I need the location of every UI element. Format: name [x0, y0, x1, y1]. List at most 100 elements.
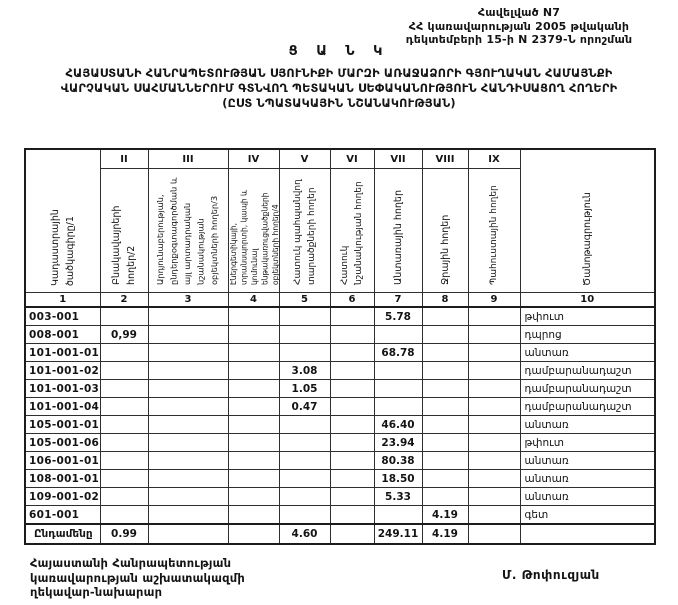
value-cell-col4: [227, 415, 280, 434]
value-cell-col2: [99, 415, 149, 434]
value-cell-col8: [421, 306, 469, 326]
value-cell-col2: [99, 361, 149, 380]
table-row: 601-001 4.19 գետ: [24, 505, 656, 525]
roman-numeral-V: V: [278, 148, 331, 169]
value-cell-col4: [227, 361, 280, 380]
header-cell-col2: Բնակավայրերի հողեր/2: [99, 168, 149, 293]
footer-line-1: Հայաստանի Հանրապետության: [30, 556, 232, 570]
value-cell-col5: 1.05: [278, 379, 331, 398]
value-cell-col2: [99, 451, 149, 470]
value-cell-col8: [421, 487, 469, 506]
value-cell-col9: [467, 415, 521, 434]
footer-line-2: կառավարության աշխատակազմի: [30, 570, 245, 585]
value-cell-col3: [147, 415, 229, 434]
cadastral-code-cell: 108-001-01: [24, 469, 101, 488]
column-number-3: 3: [147, 292, 229, 308]
value-cell-col8: [421, 469, 469, 488]
value-cell-col5: [278, 433, 331, 452]
header-cell-col5: Հատուկ պահպանվող տարածքների հողեր: [278, 168, 331, 293]
value-cell-col7: 46.40: [373, 415, 423, 434]
rotated-header-col7: Անտառային հողեր: [392, 190, 404, 285]
note-cell: անտառ: [519, 415, 656, 434]
value-cell-col6: [329, 505, 375, 525]
value-cell-col8: 4.19: [421, 505, 469, 525]
value-cell-col7: [373, 361, 423, 380]
header-cell-cadastral-code: Կադաստրային ծածկագիրը/1: [24, 148, 101, 293]
roman-numeral-VIII: VIII: [421, 148, 469, 169]
value-cell-col2: [99, 306, 149, 326]
footer-line-3: ղեկավար-նախարար: [30, 585, 163, 599]
header-cell-col6: Հատուկ նշանակության հողեր: [329, 168, 375, 293]
value-cell-col9: [467, 469, 521, 488]
value-cell-col2: 0,99: [99, 325, 149, 344]
note-cell: դամբարանադաշտ: [519, 379, 656, 398]
value-cell-col6: [329, 397, 375, 416]
rotated-header-col4: Էներգետիկայի, տրանսպորտի, կապի և կոմունա…: [228, 189, 279, 285]
note-cell: թփուտ: [519, 433, 656, 452]
value-cell-col9: [467, 505, 521, 525]
table-row: 101-001-01 68.78 անտառ: [24, 343, 656, 362]
value-cell-col4: [227, 505, 280, 525]
value-cell-col4: [227, 469, 280, 488]
value-cell-col8: [421, 379, 469, 398]
rotated-header-col6: Հատուկ նշանակության հողեր: [340, 181, 364, 285]
column-number-6: 6: [329, 292, 375, 308]
land-table: Կադաստրային ծածկագիրը/1 II III IV V VI VII VIII…: [24, 148, 656, 545]
value-cell-col6: [329, 487, 375, 506]
value-cell-col4: [227, 343, 280, 362]
header-cell-col9: Պահուստային հողեր: [467, 168, 521, 293]
cadastral-code-cell: 601-001: [24, 505, 101, 525]
column-number-8: 8: [421, 292, 469, 308]
rotated-header-col5: Հատուկ պահպանվող տարածքների հողեր: [292, 179, 317, 285]
table-row: 105-001-06 23.94 թփուտ: [24, 433, 656, 452]
rotated-header-col3: Արդյունաբերության, ընդերքօգտագործման և ա…: [155, 177, 220, 285]
header-cell-col8: Ջրային հողեր: [421, 168, 469, 293]
signature-name: Մ. Թոփուզյան: [502, 568, 600, 582]
value-cell-col7: [373, 325, 423, 344]
table-row: 101-001-03 1.05 դամբարանադաշտ: [24, 379, 656, 398]
value-cell-col8: [421, 433, 469, 452]
annex-line-3: դեկտեմբերի 15-ի N 2379-Ն որոշման: [405, 33, 633, 46]
value-cell-col5: [278, 469, 331, 488]
header-cell-note: Ծանոթագրություն: [519, 148, 656, 293]
roman-numeral-VII: VII: [373, 148, 423, 169]
value-cell-col9: [467, 379, 521, 398]
value-cell-col2: [99, 379, 149, 398]
value-cell-col4: [227, 397, 280, 416]
total-value-cell-col9: [467, 523, 521, 545]
total-value-cell-col7: 249.11: [373, 523, 423, 545]
title-line-1: ՀԱՅԱՍՏԱՆԻ ՀԱՆՐԱՊԵՏՈՒԹՅԱՆ ՍՅՈՒՆԻՔԻ ՄԱՐԶԻ …: [65, 67, 613, 80]
note-cell: անտառ: [519, 343, 656, 362]
value-cell-col2: [99, 397, 149, 416]
value-cell-col8: [421, 451, 469, 470]
value-cell-col3: [147, 379, 229, 398]
value-cell-col6: [329, 361, 375, 380]
header-cell-col4: Էներգետիկայի, տրանսպորտի, կապի և կոմունա…: [227, 168, 280, 293]
cadastral-code-cell: 101-001-02: [24, 361, 101, 380]
value-cell-col9: [467, 397, 521, 416]
cadastral-code-cell: 101-001-03: [24, 379, 101, 398]
value-cell-col7: 68.78: [373, 343, 423, 362]
value-cell-col2: [99, 505, 149, 525]
title-heading: Ց Ա Ն Կ: [288, 44, 390, 59]
note-cell: թփուտ: [519, 306, 656, 326]
value-cell-col9: [467, 325, 521, 344]
value-cell-col6: [329, 415, 375, 434]
total-label-cell: Ընդամենը: [24, 523, 101, 545]
rotated-header-col2: Բնակավայրերի հողեր/2: [111, 205, 137, 285]
annex-line-1: Հավելված N7: [477, 6, 561, 19]
value-cell-col2: [99, 469, 149, 488]
value-cell-col3: [147, 451, 229, 470]
table-row: 101-001-04 0.47 դամբարանադաշտ: [24, 397, 656, 416]
cadastral-code-cell: 105-001-01: [24, 415, 101, 434]
value-cell-col7: [373, 397, 423, 416]
value-cell-col6: [329, 343, 375, 362]
cadastral-code-cell: 003-001: [24, 306, 101, 326]
roman-numeral-IV: IV: [227, 148, 280, 169]
table-row: 109-001-02 5.33 անտառ: [24, 487, 656, 506]
value-cell-col7: 5.33: [373, 487, 423, 506]
value-cell-col6: [329, 325, 375, 344]
column-number-10: 10: [519, 292, 656, 308]
roman-numeral-III: III: [147, 148, 229, 169]
